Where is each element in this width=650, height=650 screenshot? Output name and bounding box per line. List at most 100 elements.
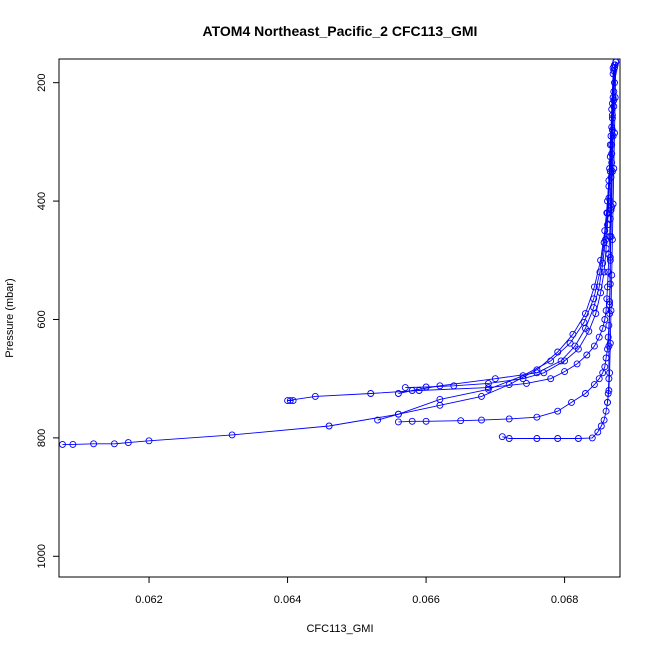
y-tick-label: 600 <box>36 310 48 328</box>
data-point <box>523 379 530 387</box>
data-point <box>491 375 499 383</box>
data-point <box>394 418 402 426</box>
series-line <box>62 73 614 445</box>
data-point <box>606 301 614 309</box>
data-point <box>605 342 613 350</box>
profile-series <box>374 67 618 424</box>
data-point <box>566 339 574 347</box>
data-point <box>592 310 600 318</box>
data-point <box>612 58 620 66</box>
data-point <box>401 384 409 392</box>
data-point <box>571 342 579 350</box>
data-point <box>124 439 132 447</box>
data-point <box>394 390 402 397</box>
y-tick-label: 200 <box>36 74 48 92</box>
data-point <box>478 416 485 424</box>
data-point <box>599 324 607 332</box>
data-point <box>59 440 66 448</box>
series-line <box>398 64 615 423</box>
y-tick-label: 1000 <box>36 544 48 568</box>
data-point <box>568 398 575 406</box>
data-point <box>597 256 605 264</box>
data-point <box>505 435 513 442</box>
chart-title: ATOM4 Northeast_Pacific_2 CFC113_GMI <box>203 23 478 39</box>
data-point <box>581 390 589 397</box>
data-point <box>606 253 614 261</box>
data-point <box>422 383 430 391</box>
x-tick-label: 0.064 <box>274 594 302 606</box>
series-line <box>377 70 615 421</box>
data-point <box>594 428 602 436</box>
data-point <box>590 283 598 291</box>
data-point <box>450 382 458 390</box>
x-tick-label: 0.062 <box>135 594 163 606</box>
data-point <box>604 390 612 397</box>
data-point <box>604 333 612 341</box>
data-point <box>457 417 465 425</box>
data-point <box>422 417 430 425</box>
series-line <box>405 64 616 389</box>
data-point <box>610 165 618 172</box>
data-point <box>601 363 609 371</box>
data-point <box>611 94 619 101</box>
data-point <box>436 382 444 390</box>
data-point <box>547 375 555 383</box>
profile-series <box>394 61 618 426</box>
data-point <box>554 407 562 415</box>
data-point <box>609 64 617 72</box>
data-point <box>590 342 598 350</box>
data-point <box>286 397 294 405</box>
data-point <box>595 333 603 341</box>
data-point <box>554 435 562 442</box>
data-point <box>408 387 416 394</box>
data-point <box>607 206 615 214</box>
profile-series <box>284 58 620 405</box>
data-point <box>605 375 613 383</box>
data-point <box>608 159 616 167</box>
data-point <box>284 397 292 405</box>
x-tick-label: 0.066 <box>412 594 440 606</box>
data-point <box>588 434 596 442</box>
data-point <box>533 435 541 442</box>
data-point <box>604 398 611 406</box>
series-line <box>398 67 615 394</box>
profile-series <box>59 70 617 448</box>
profile-series <box>401 61 619 392</box>
profile-series <box>604 64 617 406</box>
data-point <box>590 304 598 312</box>
series-line <box>287 61 617 402</box>
data-point <box>228 431 236 439</box>
data-point <box>595 375 603 383</box>
data-point <box>597 422 605 430</box>
data-point <box>436 395 444 403</box>
data-point <box>602 407 610 415</box>
data-point <box>557 357 565 365</box>
data-point <box>408 417 416 425</box>
data-point <box>581 310 589 318</box>
profile-series <box>394 64 618 397</box>
data-point <box>533 413 541 421</box>
data-point <box>498 433 506 441</box>
data-point <box>484 385 492 393</box>
data-point <box>573 360 581 368</box>
data-point <box>599 369 607 377</box>
data-point <box>325 422 333 430</box>
data-point <box>601 316 609 323</box>
plot-frame <box>58 58 621 578</box>
data-point <box>608 271 616 279</box>
x-axis: 0.062 0.064 0.066 0.068 <box>135 577 578 606</box>
data-point <box>374 416 382 424</box>
y-tick-label: 400 <box>36 192 48 210</box>
data-point <box>367 390 375 397</box>
data-point <box>145 437 153 445</box>
data-point <box>289 397 297 405</box>
data-point <box>596 268 604 276</box>
data-point <box>505 415 513 423</box>
data-point <box>519 372 527 380</box>
data-point <box>69 440 77 448</box>
data-point <box>608 236 616 244</box>
data-point <box>611 129 618 137</box>
data-point <box>478 392 485 400</box>
y-axis: 200 400 600 800 1000 <box>36 74 59 569</box>
